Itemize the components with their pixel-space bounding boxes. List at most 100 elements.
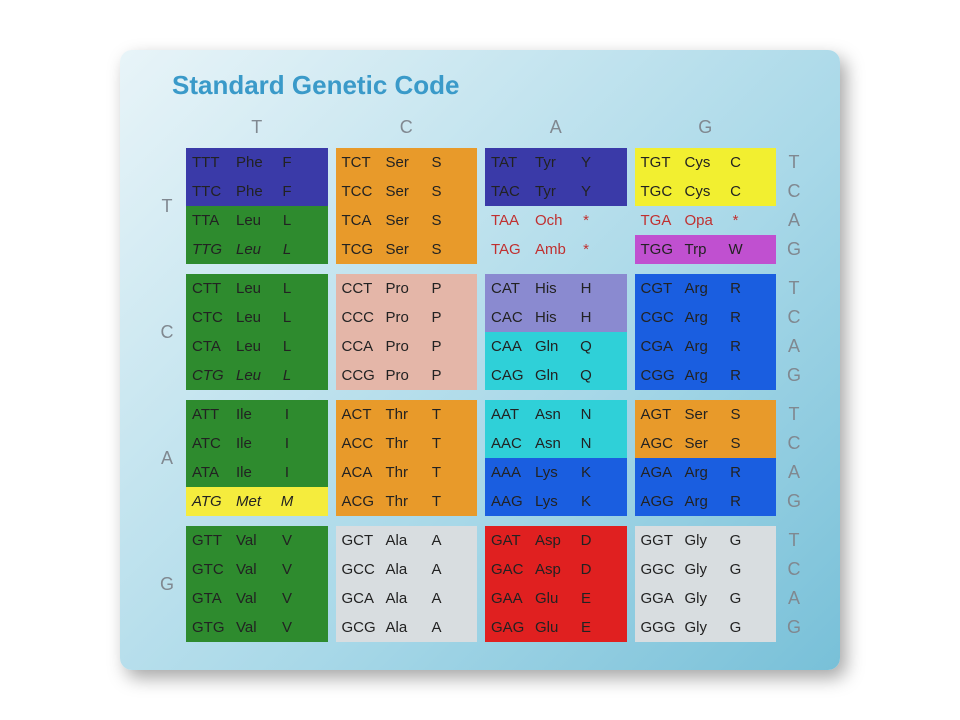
amino-letter: V (280, 619, 294, 637)
amino-letter: N (579, 406, 593, 424)
codon-triplet: TGT (641, 154, 685, 172)
amino-name: Gly (685, 561, 729, 579)
amino-name: Cys (685, 154, 729, 172)
third-pos-header: T (776, 148, 812, 177)
amino-name: Lys (535, 464, 579, 482)
codon-triplet: AGC (641, 435, 685, 453)
codon-triplet: CTT (192, 280, 236, 298)
codon-triplet: ATG (192, 493, 236, 511)
amino-letter: T (430, 493, 444, 511)
amino-letter: V (280, 532, 294, 550)
amino-name: Asp (535, 561, 579, 579)
codon-cell: TCGSerS (336, 235, 478, 264)
codon-cell: ACGThrT (336, 487, 478, 516)
amino-name: Phe (236, 154, 280, 172)
amino-letter: V (280, 590, 294, 608)
amino-name: Leu (236, 212, 280, 230)
codon-triplet: CAT (491, 280, 535, 298)
codon-cell: TAGAmb* (485, 235, 627, 264)
codon-cell: CAGGlnQ (485, 361, 627, 390)
codon-triplet: AAT (491, 406, 535, 424)
amino-name: Val (236, 532, 280, 550)
amino-name: Ser (685, 435, 729, 453)
amino-letter: G (729, 590, 743, 608)
codon-cell: AGTSerS (635, 400, 777, 429)
amino-name: Amb (535, 241, 579, 259)
codon-cell: GCTAlaA (336, 526, 478, 555)
amino-name: Lys (535, 493, 579, 511)
codon-cell: GTCValV (186, 555, 328, 584)
amino-letter: D (579, 561, 593, 579)
codon-cell: GTGValV (186, 613, 328, 642)
amino-letter: C (729, 183, 743, 201)
codon-triplet: GCT (342, 532, 386, 550)
table-row: ATGMetMACGThrTAAGLysKAGGArgRG (148, 487, 812, 516)
amino-letter: * (579, 212, 593, 230)
codon-triplet: GCA (342, 590, 386, 608)
codon-triplet: GTT (192, 532, 236, 550)
amino-name: Pro (386, 309, 430, 327)
amino-name: Phe (236, 183, 280, 201)
codon-triplet: CAG (491, 367, 535, 385)
amino-letter: F (280, 183, 294, 201)
amino-letter: K (579, 493, 593, 511)
group-gap (148, 516, 812, 526)
codon-cell: AGAArgR (635, 458, 777, 487)
codon-cell: GACAspD (485, 555, 627, 584)
table-row: CTALeuLCCAProPCAAGlnQCGAArgRA (148, 332, 812, 361)
codon-cell: CACHisH (485, 303, 627, 332)
codon-cell: CGTArgR (635, 274, 777, 303)
table-row: AATTIleIACTThrTAATAsnNAGTSerST (148, 400, 812, 429)
codon-cell: CGAArgR (635, 332, 777, 361)
amino-letter: L (280, 367, 294, 385)
codon-cell: CCAProP (336, 332, 478, 361)
table-row: CTGLeuLCCGProPCAGGlnQCGGArgRG (148, 361, 812, 390)
third-pos-header: G (776, 361, 812, 390)
codon-triplet: GGA (641, 590, 685, 608)
table-row: TTTTPheFTCTSerSTATTyrYTGTCysCT (148, 148, 812, 177)
amino-name: Cys (685, 183, 729, 201)
codon-triplet: GGG (641, 619, 685, 637)
codon-triplet: TAA (491, 212, 535, 230)
amino-name: Ile (236, 406, 280, 424)
amino-name: Leu (236, 280, 280, 298)
third-pos-header: C (776, 177, 812, 206)
amino-letter: D (579, 532, 593, 550)
amino-name: Asn (535, 435, 579, 453)
amino-letter: I (280, 406, 294, 424)
amino-name: His (535, 309, 579, 327)
row-header: T (148, 148, 186, 264)
codon-triplet: CGT (641, 280, 685, 298)
codon-cell: TTGLeuL (186, 235, 328, 264)
amino-letter: I (280, 435, 294, 453)
page-title: Standard Genetic Code (172, 70, 812, 101)
amino-name: Gly (685, 590, 729, 608)
third-pos-header: C (776, 555, 812, 584)
amino-letter: Y (579, 154, 593, 172)
third-pos-header: G (776, 487, 812, 516)
amino-letter: L (280, 309, 294, 327)
codon-triplet: ACC (342, 435, 386, 453)
amino-letter: C (729, 154, 743, 172)
codon-triplet: ATT (192, 406, 236, 424)
codon-cell: GTAValV (186, 584, 328, 613)
amino-letter: P (430, 338, 444, 356)
amino-letter: A (430, 590, 444, 608)
amino-letter: T (430, 435, 444, 453)
codon-cell: AATAsnN (485, 400, 627, 429)
codon-triplet: GAT (491, 532, 535, 550)
third-pos-header: A (776, 332, 812, 361)
group-gap (148, 390, 812, 400)
amino-name: Gly (685, 532, 729, 550)
table-row: GTCValVGCCAlaAGACAspDGGCGlyGC (148, 555, 812, 584)
codon-cell: AAGLysK (485, 487, 627, 516)
codon-triplet: TTT (192, 154, 236, 172)
codon-triplet: TAC (491, 183, 535, 201)
third-pos-header: T (776, 274, 812, 303)
codon-triplet: TCC (342, 183, 386, 201)
codon-triplet: GTG (192, 619, 236, 637)
codon-cell: GAAGluE (485, 584, 627, 613)
amino-name: His (535, 280, 579, 298)
codon-cell: GTTValV (186, 526, 328, 555)
codon-triplet: GAG (491, 619, 535, 637)
